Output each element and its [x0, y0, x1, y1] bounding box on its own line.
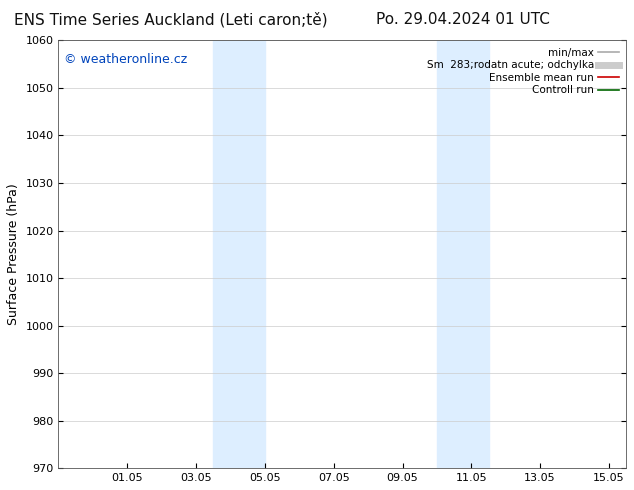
Text: Po. 29.04.2024 01 UTC: Po. 29.04.2024 01 UTC [376, 12, 550, 27]
Text: © weatheronline.cz: © weatheronline.cz [64, 53, 188, 66]
Bar [437, 40, 489, 468]
Bar [213, 40, 265, 468]
Text: ENS Time Series Auckland (Leti caron;tě): ENS Time Series Auckland (Leti caron;tě) [15, 12, 328, 28]
Y-axis label: Surface Pressure (hPa): Surface Pressure (hPa) [7, 183, 20, 325]
Legend: min/max, Sm  283;rodatn acute; odchylka, Ensemble mean run, Controll run: min/max, Sm 283;rodatn acute; odchylka, … [422, 44, 623, 99]
